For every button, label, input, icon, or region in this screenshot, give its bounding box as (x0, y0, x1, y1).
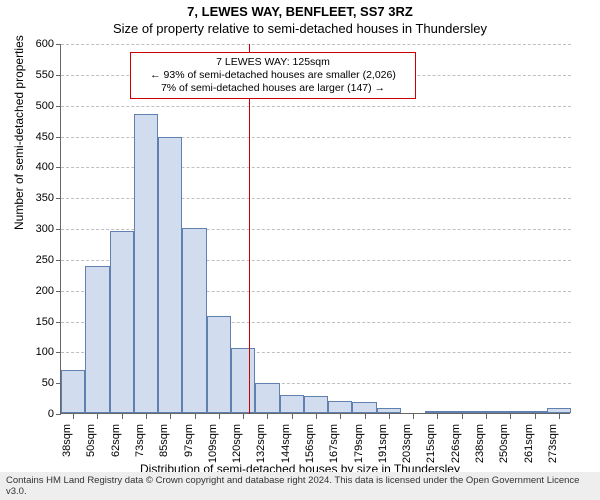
y-tick-label: 300 (0, 223, 54, 235)
x-tick-label: 144sqm (280, 424, 292, 463)
y-tick-mark (56, 106, 61, 107)
x-tick-label: 191sqm (377, 424, 389, 463)
x-tick-label: 261sqm (523, 424, 535, 463)
histogram-bar (134, 114, 158, 413)
y-tick-label: 0 (0, 408, 54, 420)
y-tick-mark (56, 198, 61, 199)
x-tick-mark (146, 414, 147, 419)
y-tick-mark (56, 167, 61, 168)
x-tick-mark (243, 414, 244, 419)
x-tick-mark (462, 414, 463, 419)
x-tick-label: 120sqm (231, 424, 243, 463)
y-tick-label: 50 (0, 377, 54, 389)
x-tick-label: 179sqm (353, 424, 365, 463)
y-tick-label: 350 (0, 192, 54, 204)
histogram-bar (425, 411, 449, 413)
marker-info-box: 7 LEWES WAY: 125sqm ← 93% of semi-detach… (130, 52, 416, 99)
plot-area: 38sqm50sqm62sqm73sqm85sqm97sqm109sqm120s… (60, 44, 570, 414)
x-tick-mark (195, 414, 196, 419)
x-tick-mark (122, 414, 123, 419)
gridline (61, 106, 571, 107)
x-tick-label: 85sqm (158, 424, 170, 457)
footer-attribution: Contains HM Land Registry data © Crown c… (0, 472, 600, 500)
x-tick-label: 250sqm (498, 424, 510, 463)
x-tick-mark (413, 414, 414, 419)
x-tick-mark (437, 414, 438, 419)
x-tick-mark (535, 414, 536, 419)
marker-line (249, 44, 250, 414)
y-tick-label: 150 (0, 316, 54, 328)
page-title-subtitle: Size of property relative to semi-detach… (0, 19, 600, 36)
y-tick-mark (56, 352, 61, 353)
x-tick-mark (267, 414, 268, 419)
x-tick-mark (170, 414, 171, 419)
histogram-bar (304, 396, 328, 413)
histogram-bar (280, 395, 304, 414)
x-tick-label: 50sqm (85, 424, 97, 457)
x-tick-label: 203sqm (401, 424, 413, 463)
histogram-bar (182, 228, 206, 413)
info-box-line1: 7 LEWES WAY: 125sqm (137, 56, 409, 69)
x-tick-label: 38sqm (61, 424, 73, 457)
histogram-bar (255, 383, 279, 413)
x-tick-label: 109sqm (207, 424, 219, 463)
info-box-line3: 7% of semi-detached houses are larger (1… (137, 82, 409, 95)
histogram-bar (522, 411, 546, 413)
y-tick-mark (56, 44, 61, 45)
histogram-bar (85, 266, 109, 413)
y-tick-label: 600 (0, 38, 54, 50)
y-tick-mark (56, 137, 61, 138)
x-tick-mark (316, 414, 317, 419)
x-tick-mark (486, 414, 487, 419)
y-tick-mark (56, 229, 61, 230)
histogram-bar (61, 370, 85, 413)
y-tick-label: 500 (0, 100, 54, 112)
histogram-bar (231, 348, 255, 413)
x-tick-label: 215sqm (425, 424, 437, 463)
histogram-chart: 38sqm50sqm62sqm73sqm85sqm97sqm109sqm120s… (60, 44, 570, 414)
x-tick-mark (340, 414, 341, 419)
y-tick-mark (56, 260, 61, 261)
histogram-bar (352, 402, 376, 413)
y-tick-mark (56, 322, 61, 323)
x-tick-label: 226sqm (450, 424, 462, 463)
histogram-bar (207, 316, 231, 413)
y-tick-mark (56, 414, 61, 415)
x-tick-mark (510, 414, 511, 419)
x-tick-mark (73, 414, 74, 419)
y-tick-label: 450 (0, 131, 54, 143)
histogram-bar (474, 411, 498, 413)
x-tick-label: 73sqm (134, 424, 146, 457)
histogram-bar (498, 411, 522, 413)
gridline (61, 44, 571, 45)
y-tick-label: 400 (0, 161, 54, 173)
histogram-bar (110, 231, 134, 413)
page-title-address: 7, LEWES WAY, BENFLEET, SS7 3RZ (0, 0, 600, 19)
x-tick-label: 97sqm (183, 424, 195, 457)
x-tick-mark (389, 414, 390, 419)
histogram-bar (450, 411, 474, 413)
x-tick-label: 156sqm (304, 424, 316, 463)
x-tick-label: 62sqm (110, 424, 122, 457)
y-tick-mark (56, 75, 61, 76)
x-tick-mark (97, 414, 98, 419)
histogram-bar (547, 408, 571, 413)
x-tick-mark (365, 414, 366, 419)
info-box-line2: ← 93% of semi-detached houses are smalle… (137, 69, 409, 82)
y-tick-label: 550 (0, 69, 54, 81)
histogram-bar (328, 401, 352, 413)
y-tick-label: 200 (0, 285, 54, 297)
y-tick-mark (56, 291, 61, 292)
x-tick-mark (292, 414, 293, 419)
x-tick-label: 132sqm (255, 424, 267, 463)
y-tick-label: 100 (0, 346, 54, 358)
x-tick-mark (559, 414, 560, 419)
histogram-bar (158, 137, 182, 413)
y-tick-label: 250 (0, 254, 54, 266)
x-tick-label: 273sqm (547, 424, 559, 463)
x-tick-label: 167sqm (328, 424, 340, 463)
histogram-bar (377, 408, 401, 413)
x-tick-mark (219, 414, 220, 419)
x-tick-label: 238sqm (474, 424, 486, 463)
